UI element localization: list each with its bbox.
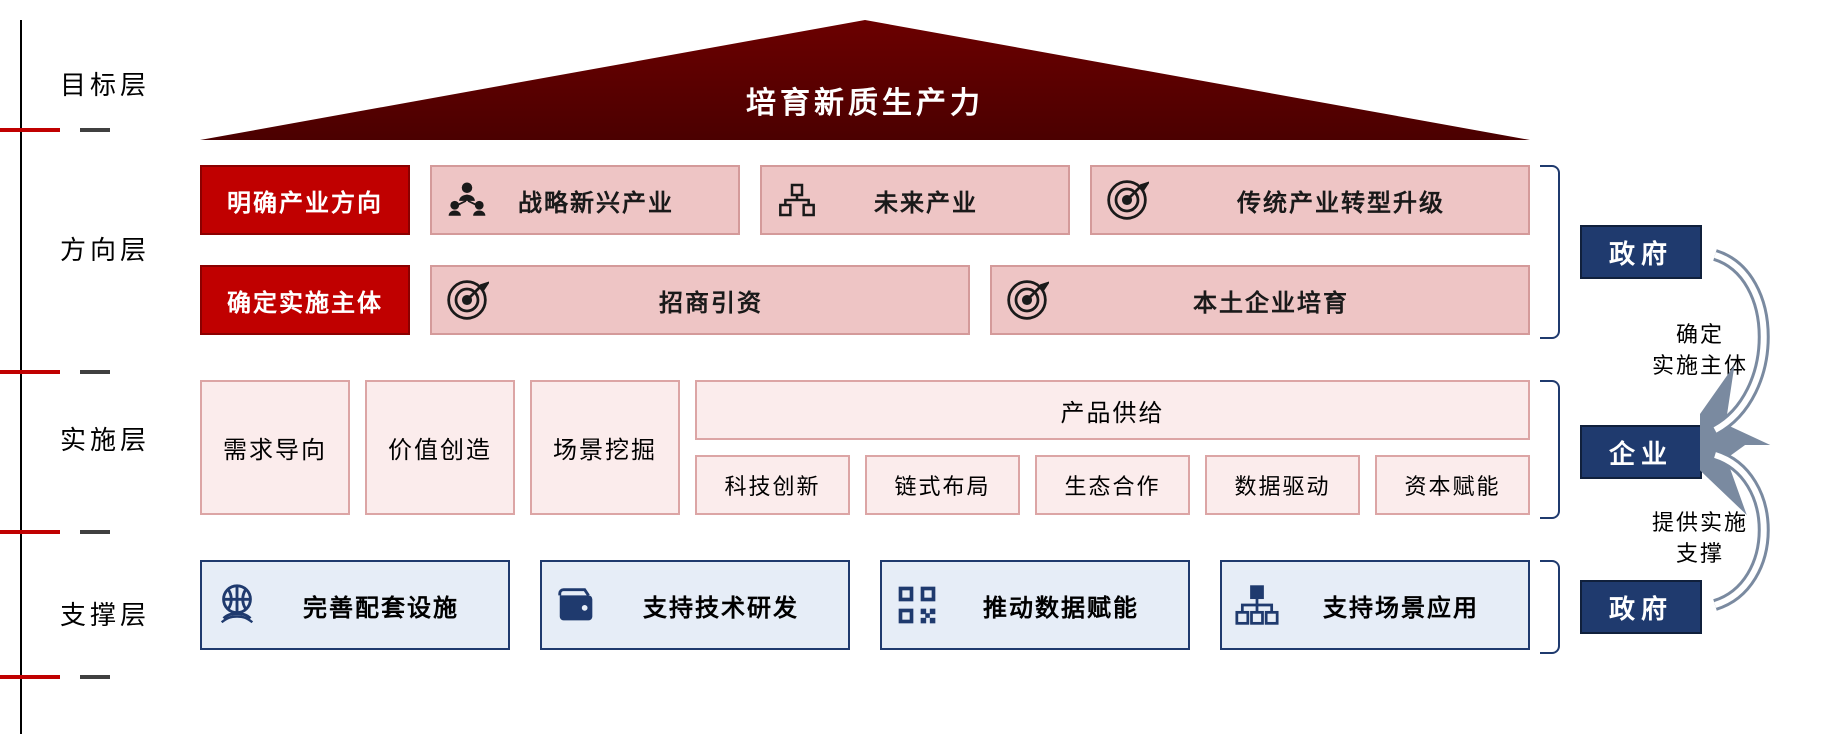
tick-2 <box>0 370 110 374</box>
layer-label-goal: 目标层 <box>40 65 170 102</box>
target-icon <box>1104 177 1150 223</box>
direction-item-invest-text: 招商引资 <box>504 283 968 318</box>
badge-gov-2: 政府 <box>1580 580 1702 634</box>
impl-scene-text: 场景挖掘 <box>553 430 657 465</box>
roof: 培育新质生产力 <box>200 20 1530 140</box>
support-tech-text: 支持技术研发 <box>614 588 848 623</box>
impl-data: 数据驱动 <box>1205 455 1360 515</box>
impl-capital-text: 资本赋能 <box>1404 469 1500 501</box>
roof-title: 培育新质生产力 <box>200 78 1530 122</box>
impl-tech: 科技创新 <box>695 455 850 515</box>
impl-data-text: 数据驱动 <box>1234 469 1330 501</box>
support-infra-text: 完善配套设施 <box>274 588 508 623</box>
direction-item-local-text: 本土企业培育 <box>1064 283 1528 318</box>
tick-4 <box>0 675 110 679</box>
direction-item-transform-text: 传统产业转型升级 <box>1164 183 1528 218</box>
direction-item-local: 本土企业培育 <box>990 265 1530 335</box>
direction-item-future: 未来产业 <box>760 165 1070 235</box>
impl-chain-text: 链式布局 <box>894 469 990 501</box>
impl-eco: 生态合作 <box>1035 455 1190 515</box>
layer-label-direction: 方向层 <box>40 230 170 267</box>
target-icon <box>444 277 490 323</box>
support-scene-text: 支持场景应用 <box>1294 588 1528 623</box>
org2-icon <box>1234 582 1280 628</box>
badge-gov-1-text: 政府 <box>1609 234 1673 271</box>
direction-head-2: 确定实施主体 <box>200 265 410 335</box>
tick-1 <box>0 128 110 132</box>
direction-head-1: 明确产业方向 <box>200 165 410 235</box>
badge-gov-1: 政府 <box>1580 225 1702 279</box>
direction-head-2-text: 确定实施主体 <box>227 283 383 318</box>
bracket-direction <box>1540 165 1560 339</box>
badge-gov-2-text: 政府 <box>1609 589 1673 626</box>
impl-supply: 产品供给 <box>695 380 1530 440</box>
direction-item-invest: 招商引资 <box>430 265 970 335</box>
impl-demand-text: 需求导向 <box>223 430 327 465</box>
impl-supply-text: 产品供给 <box>1061 393 1165 428</box>
impl-value-text: 价值创造 <box>388 430 492 465</box>
support-tech: 支持技术研发 <box>540 560 850 650</box>
direction-item-strategic-text: 战略新兴产业 <box>504 183 738 218</box>
impl-eco-text: 生态合作 <box>1064 469 1160 501</box>
support-data-text: 推动数据赋能 <box>954 588 1188 623</box>
qr-icon <box>894 582 940 628</box>
direction-item-strategic: 战略新兴产业 <box>430 165 740 235</box>
arrow-up-1 <box>1700 445 1800 615</box>
impl-chain: 链式布局 <box>865 455 1020 515</box>
diagram-container: 目标层 方向层 实施层 支撑层 培育新质生产力 明确产业方向 战略新兴产业 未来… <box>20 20 1814 734</box>
arrow-down-1 <box>1700 245 1800 445</box>
badge-enterprise: 企业 <box>1580 425 1702 479</box>
direction-item-future-text: 未来产业 <box>834 183 1068 218</box>
target-icon <box>1004 277 1050 323</box>
wallet-icon <box>554 582 600 628</box>
bracket-support <box>1540 560 1560 654</box>
badge-enterprise-text: 企业 <box>1609 434 1673 471</box>
layer-label-support: 支撑层 <box>40 595 170 632</box>
impl-tech-text: 科技创新 <box>724 469 820 501</box>
bracket-impl <box>1540 380 1560 519</box>
impl-capital: 资本赋能 <box>1375 455 1530 515</box>
impl-scene: 场景挖掘 <box>530 380 680 515</box>
impl-demand: 需求导向 <box>200 380 350 515</box>
direction-item-transform: 传统产业转型升级 <box>1090 165 1530 235</box>
layer-label-impl: 实施层 <box>40 420 170 457</box>
support-infra: 完善配套设施 <box>200 560 510 650</box>
org-icon <box>774 177 820 223</box>
impl-value: 价值创造 <box>365 380 515 515</box>
support-data: 推动数据赋能 <box>880 560 1190 650</box>
globe-icon <box>214 582 260 628</box>
tick-3 <box>0 530 110 534</box>
direction-head-1-text: 明确产业方向 <box>227 183 383 218</box>
support-scene: 支持场景应用 <box>1220 560 1530 650</box>
people-icon <box>444 177 490 223</box>
